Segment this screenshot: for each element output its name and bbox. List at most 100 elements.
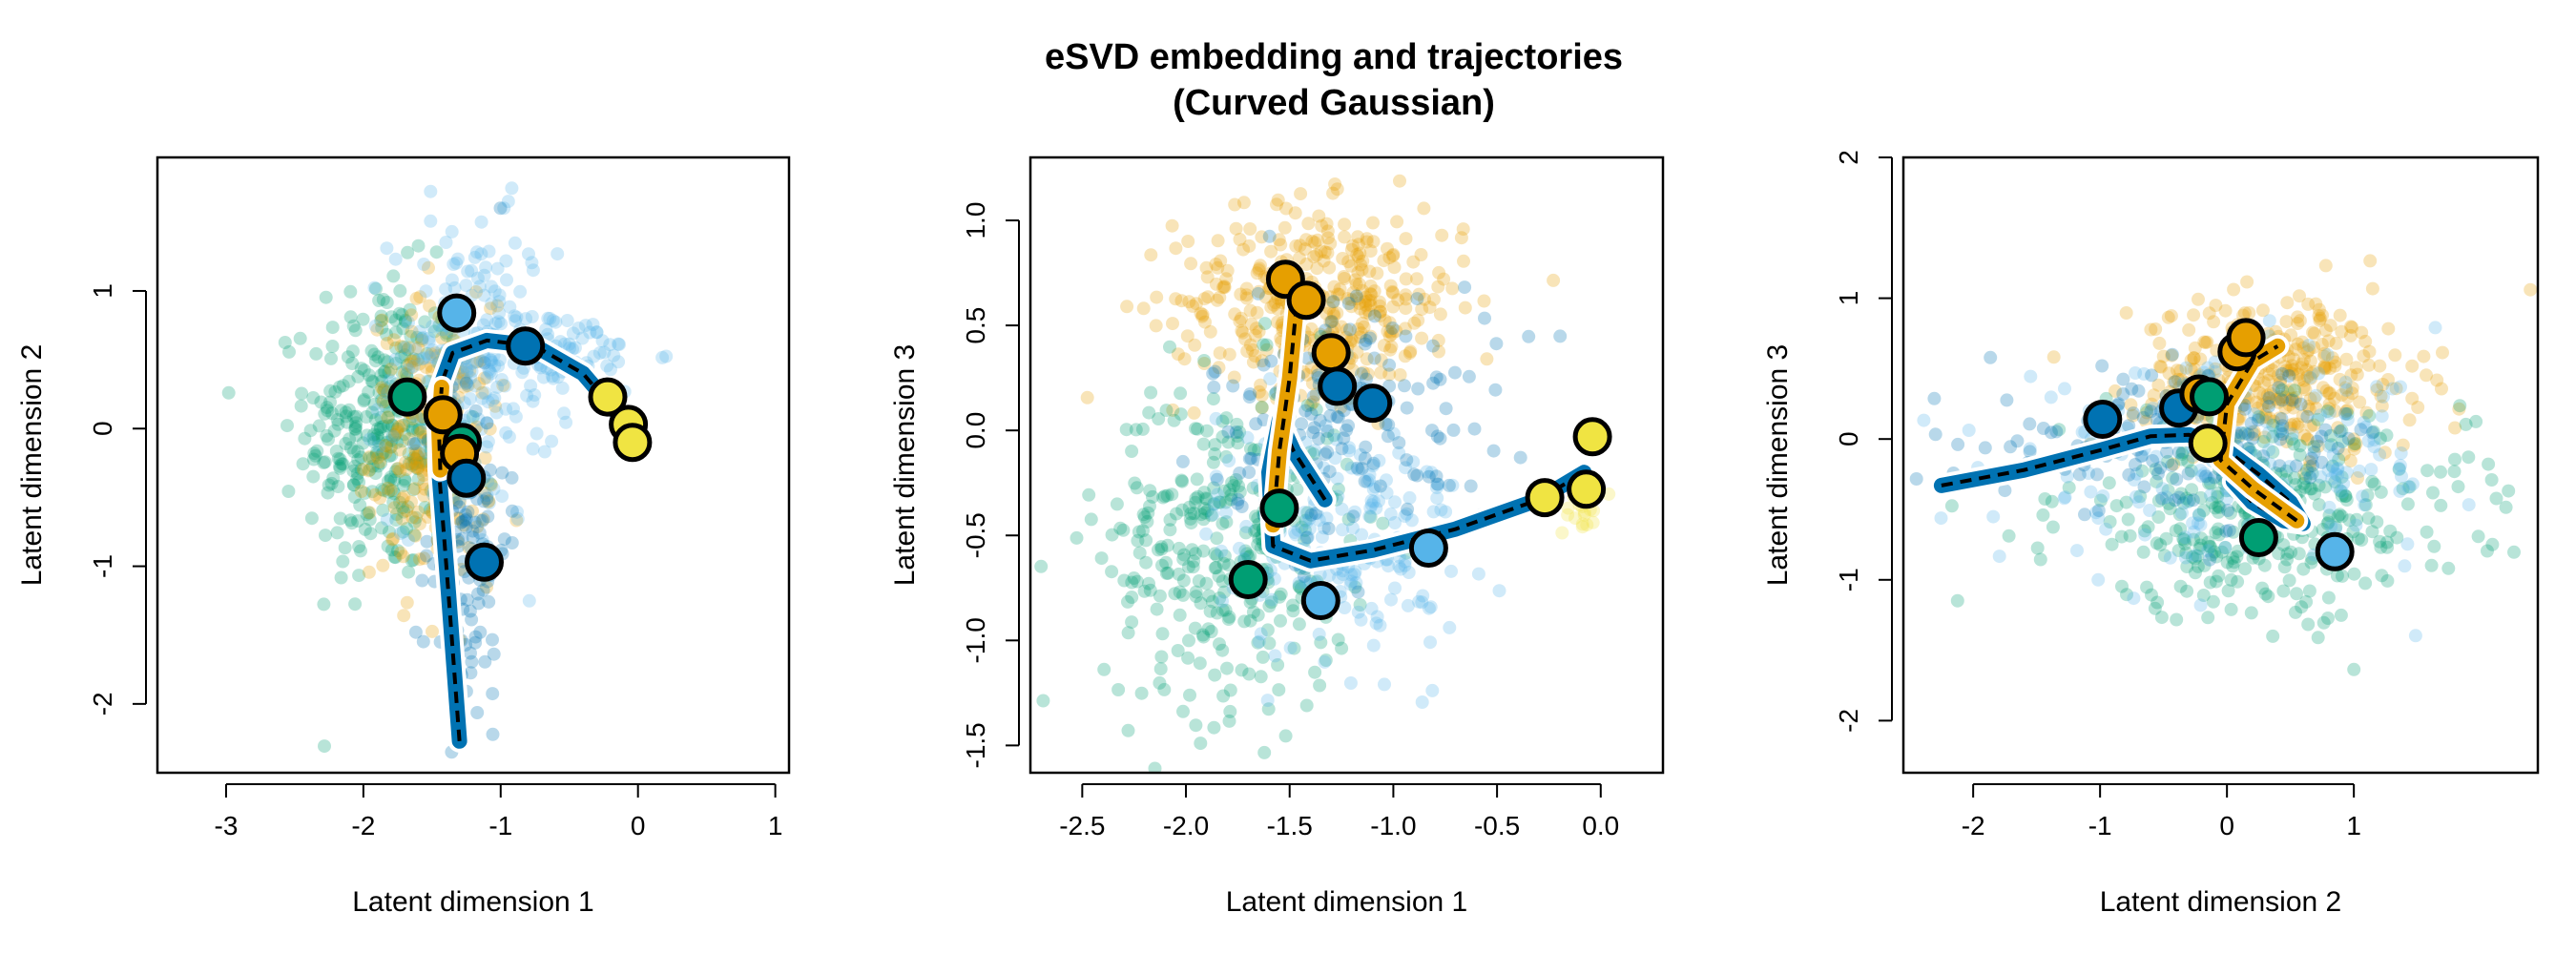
cell-point xyxy=(2342,513,2357,528)
cell-point xyxy=(470,706,485,719)
cluster-center-blue xyxy=(465,542,504,582)
cell-point xyxy=(281,485,296,498)
cell-point xyxy=(2155,482,2170,496)
cell-point xyxy=(350,467,364,481)
cell-point xyxy=(503,300,517,314)
cell-point xyxy=(417,258,431,271)
cell-point xyxy=(2330,462,2344,476)
cell-point xyxy=(356,312,370,326)
cell-point xyxy=(2133,489,2148,504)
cell-point xyxy=(2124,398,2138,412)
cell-point xyxy=(1150,290,1164,304)
cell-point xyxy=(1477,294,1491,308)
cell-point xyxy=(333,452,347,467)
cell-point xyxy=(2300,432,2315,446)
cell-point xyxy=(472,526,487,540)
cell-point xyxy=(2136,545,2150,559)
cell-point xyxy=(1430,429,1444,444)
cell-point xyxy=(454,515,468,529)
cell-point xyxy=(513,284,528,299)
cell-point xyxy=(2252,410,2266,425)
cell-point xyxy=(463,604,477,618)
cell-point xyxy=(1175,503,1190,517)
cell-point xyxy=(2308,487,2322,501)
cell-point xyxy=(1343,676,1358,690)
cell-point xyxy=(1382,358,1397,372)
cell-point xyxy=(1304,398,1319,412)
cell-point xyxy=(2338,489,2353,504)
cell-point xyxy=(418,501,432,514)
cell-point xyxy=(1211,260,1225,275)
cell-point xyxy=(1182,295,1196,309)
cell-point xyxy=(417,551,431,566)
cell-point xyxy=(449,256,464,270)
cell-point xyxy=(406,483,421,497)
cell-point xyxy=(1372,494,1385,508)
cell-point xyxy=(2208,470,2221,485)
cell-point xyxy=(505,470,519,485)
cell-point xyxy=(1313,678,1327,693)
cell-point xyxy=(508,236,522,250)
cell-point xyxy=(403,357,417,371)
cell-point xyxy=(2145,588,2158,602)
cell-point xyxy=(1224,488,1238,502)
cell-point xyxy=(320,428,334,443)
cell-point xyxy=(435,331,449,345)
cell-point xyxy=(612,355,626,369)
cell-point xyxy=(319,290,333,304)
cell-point xyxy=(1172,567,1186,581)
cell-point xyxy=(2234,425,2249,440)
cell-point xyxy=(1252,284,1266,299)
cell-point xyxy=(2338,488,2353,503)
cell-point xyxy=(380,435,394,449)
cell-point xyxy=(470,520,485,534)
cell-point xyxy=(2337,447,2351,462)
cell-point xyxy=(1415,302,1429,317)
cell-point xyxy=(539,322,553,337)
cell-point xyxy=(1353,447,1367,462)
cell-point xyxy=(583,325,597,340)
y-axis-label: Latent dimension 3 xyxy=(1762,344,1794,587)
trajectory-dash xyxy=(1267,418,1586,563)
cell-point xyxy=(2192,508,2207,522)
cell-point xyxy=(2296,381,2311,394)
cell-point xyxy=(1314,635,1328,650)
cell-point xyxy=(1239,519,1254,533)
cell-point xyxy=(2345,381,2359,395)
cell-point xyxy=(1252,263,1266,278)
cluster-center-sky xyxy=(1300,581,1340,620)
cell-point xyxy=(427,324,442,339)
cell-point xyxy=(1326,296,1340,309)
cell-point xyxy=(2462,450,2476,465)
cell-point xyxy=(1263,372,1278,386)
cell-point xyxy=(1388,495,1402,509)
cell-point xyxy=(1292,576,1306,591)
cell-point xyxy=(2282,398,2296,412)
cell-point xyxy=(395,308,409,321)
cell-point xyxy=(394,546,407,560)
y-tick-label: -1.5 xyxy=(961,722,990,768)
cell-point xyxy=(1243,387,1257,402)
cell-point xyxy=(2231,574,2245,589)
cell-point xyxy=(2361,511,2376,526)
cell-point xyxy=(304,511,319,526)
cell-point xyxy=(2114,529,2129,544)
cell-point xyxy=(1189,585,1203,599)
cell-point xyxy=(1166,403,1180,417)
cell-point xyxy=(481,435,495,448)
cell-point xyxy=(418,482,432,496)
cell-point xyxy=(480,313,494,327)
cell-point xyxy=(477,494,491,508)
cell-point xyxy=(1240,344,1255,359)
cell-point xyxy=(2282,369,2296,383)
cell-point xyxy=(365,405,380,420)
cell-point xyxy=(2365,474,2379,488)
cell-point xyxy=(1488,383,1503,397)
cell-point xyxy=(2327,391,2341,405)
cell-point xyxy=(308,448,322,463)
cell-point xyxy=(2312,498,2326,512)
cell-point xyxy=(2160,445,2174,459)
cell-point xyxy=(306,391,321,404)
cell-point xyxy=(375,313,389,327)
cell-point xyxy=(2237,402,2252,416)
